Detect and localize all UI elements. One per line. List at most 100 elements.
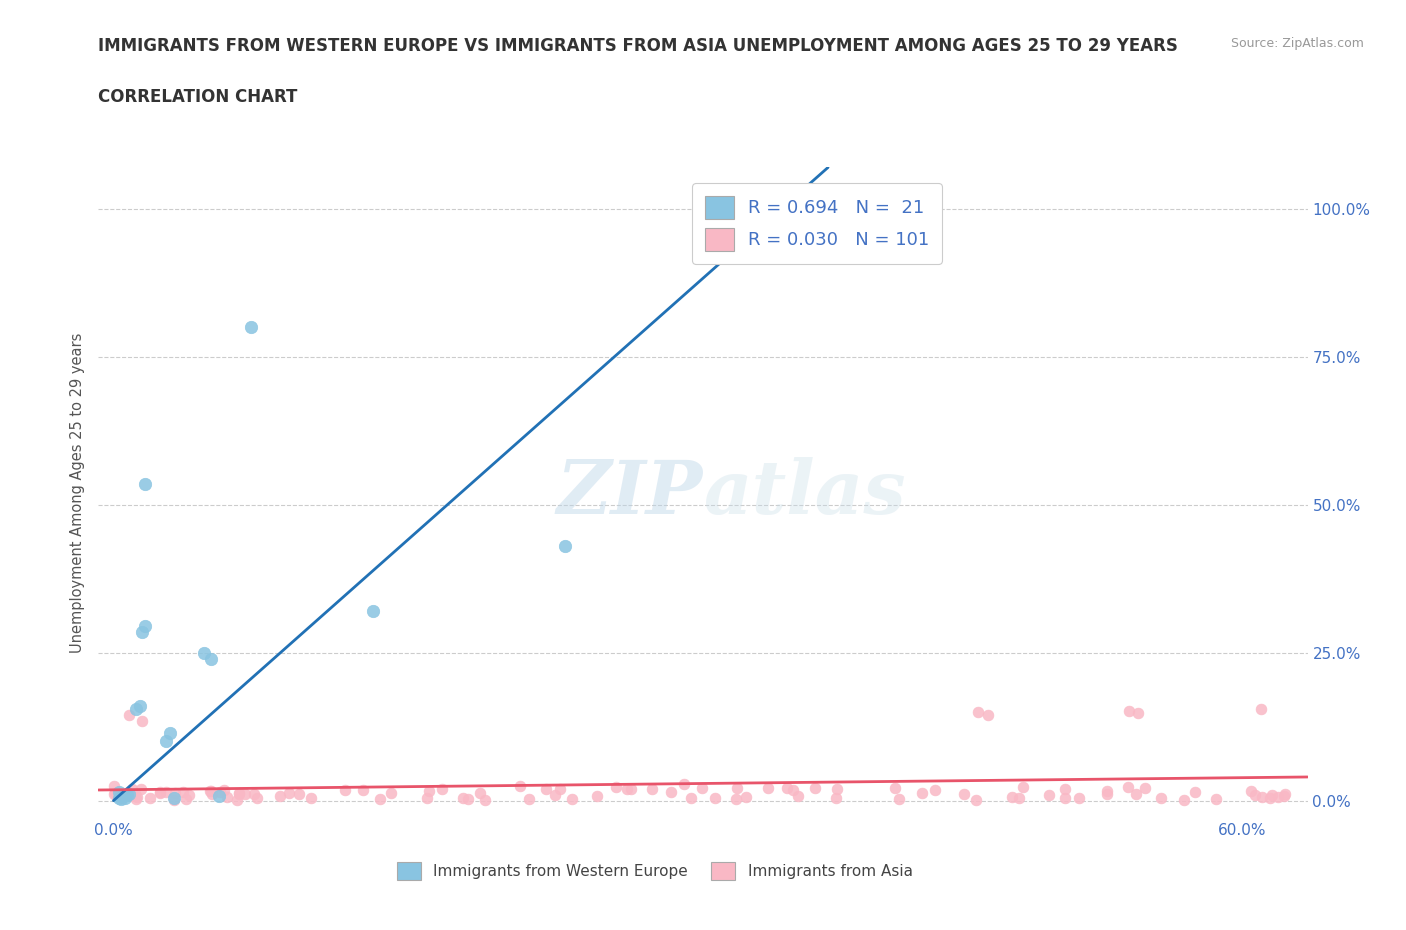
Legend: Immigrants from Western Europe, Immigrants from Asia: Immigrants from Western Europe, Immigran…: [391, 856, 918, 885]
Point: [125, 791, 148, 806]
Point: [967, 704, 990, 719]
Point: [162, 790, 184, 805]
Point: [1267, 790, 1289, 804]
Point: [1261, 788, 1284, 803]
Point: [159, 725, 181, 740]
Point: [173, 785, 195, 800]
Point: [1244, 787, 1267, 802]
Point: [827, 781, 849, 796]
Point: [1272, 789, 1295, 804]
Point: [117, 708, 139, 723]
Point: [679, 790, 702, 805]
Point: [509, 779, 531, 794]
Point: [149, 785, 172, 800]
Point: [228, 786, 250, 801]
Point: [217, 790, 239, 804]
Point: [616, 782, 638, 797]
Point: [149, 785, 172, 800]
Text: atlas: atlas: [703, 457, 905, 529]
Point: [368, 791, 391, 806]
Point: [103, 786, 125, 801]
Point: [299, 790, 322, 805]
Point: [118, 787, 141, 802]
Point: [1053, 781, 1076, 796]
Point: [561, 792, 583, 807]
Point: [115, 786, 138, 801]
Text: CORRELATION CHART: CORRELATION CHART: [98, 88, 298, 106]
Point: [474, 792, 496, 807]
Point: [825, 790, 848, 805]
Point: [117, 786, 139, 801]
Point: [453, 790, 475, 805]
Point: [228, 787, 250, 802]
Point: [288, 786, 311, 801]
Point: [725, 780, 748, 795]
Point: [174, 791, 197, 806]
Point: [1000, 790, 1022, 804]
Point: [114, 790, 136, 805]
Point: [620, 781, 643, 796]
Point: [1007, 790, 1029, 805]
Text: ZIP: ZIP: [557, 457, 703, 529]
Point: [1258, 790, 1281, 805]
Point: [554, 538, 576, 553]
Point: [953, 787, 976, 802]
Point: [776, 780, 799, 795]
Point: [1118, 703, 1140, 718]
Point: [278, 786, 301, 801]
Point: [1038, 788, 1060, 803]
Point: [1095, 787, 1118, 802]
Point: [1095, 783, 1118, 798]
Point: [1274, 787, 1296, 802]
Point: [128, 698, 150, 713]
Point: [1067, 790, 1090, 805]
Point: [883, 781, 905, 796]
Point: [361, 604, 384, 618]
Point: [115, 788, 138, 803]
Point: [605, 779, 627, 794]
Point: [673, 777, 696, 791]
Point: [756, 780, 779, 795]
Point: [209, 784, 232, 799]
Point: [1125, 787, 1147, 802]
Point: [131, 713, 153, 728]
Point: [1116, 779, 1139, 794]
Point: [121, 781, 143, 796]
Point: [208, 789, 231, 804]
Point: [786, 789, 808, 804]
Point: [911, 785, 934, 800]
Point: [536, 781, 558, 796]
Point: [124, 787, 146, 802]
Point: [134, 618, 156, 633]
Point: [104, 786, 127, 801]
Point: [416, 790, 439, 805]
Point: [233, 787, 256, 802]
Point: [704, 790, 727, 805]
Point: [1012, 779, 1035, 794]
Point: [1250, 790, 1272, 804]
Point: [1128, 706, 1150, 721]
Point: [111, 789, 134, 804]
Point: [782, 783, 804, 798]
Point: [134, 476, 156, 491]
Point: [887, 792, 910, 807]
Point: [641, 782, 664, 797]
Point: [380, 786, 402, 801]
Point: [1184, 784, 1206, 799]
Point: [432, 782, 454, 797]
Point: [418, 783, 440, 798]
Point: [803, 780, 825, 795]
Point: [1240, 783, 1263, 798]
Point: [138, 790, 160, 805]
Point: [200, 784, 222, 799]
Point: [108, 785, 131, 800]
Point: [517, 791, 540, 806]
Point: [333, 783, 356, 798]
Point: [162, 792, 184, 807]
Point: [201, 787, 224, 802]
Point: [124, 789, 146, 804]
Point: [111, 790, 134, 805]
Point: [1133, 780, 1156, 795]
Point: [108, 790, 131, 805]
Point: [690, 781, 713, 796]
